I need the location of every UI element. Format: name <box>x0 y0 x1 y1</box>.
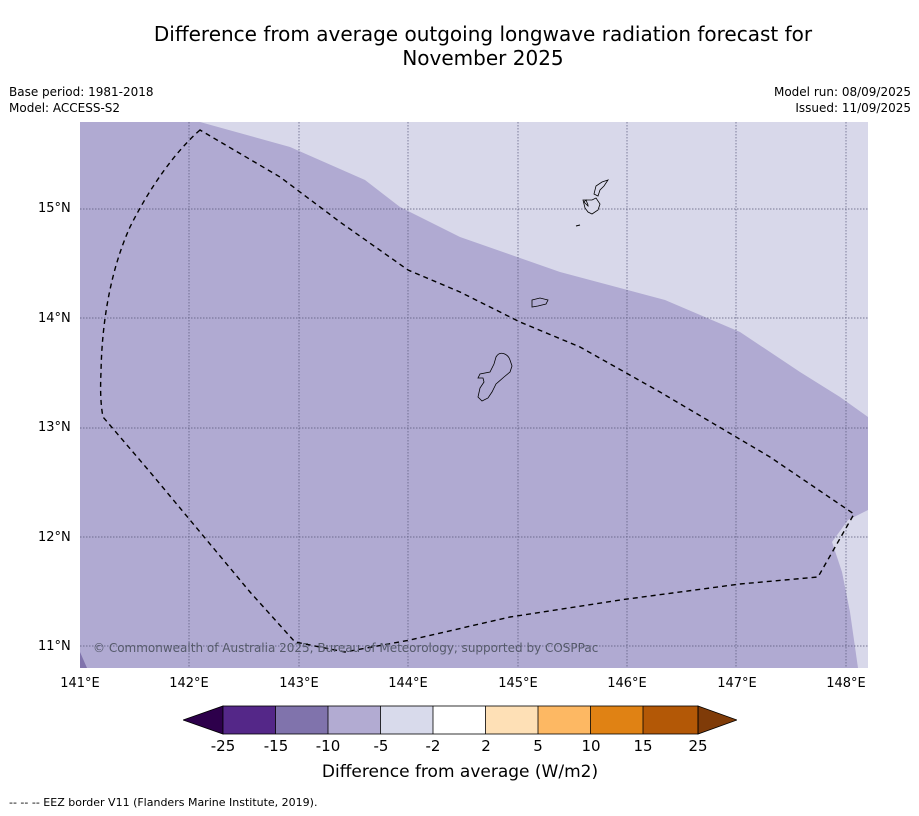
meta-left: Base period: 1981-2018 Model: ACCESS-S2 <box>9 84 154 116</box>
meta-right: Model run: 08/09/2025 Issued: 11/09/2025 <box>774 84 911 116</box>
colorbar-label: -15 <box>263 737 289 755</box>
lon-tick-148: 148°E <box>826 676 866 691</box>
lat-tick-13: 13°N <box>38 420 71 435</box>
colorbar-label: 15 <box>633 737 653 755</box>
colorbar-label: 25 <box>688 737 708 755</box>
island-aguijan <box>575 224 581 227</box>
base-period: Base period: 1981-2018 <box>9 85 154 99</box>
colorbar-swatch-6 <box>485 706 538 734</box>
lon-tick-145: 145°E <box>498 676 538 691</box>
anomaly-region-minus5-minus2-south <box>832 510 868 668</box>
anomaly-region-minus5-minus2 <box>200 122 868 417</box>
lat-tick-11: 11°N <box>38 639 71 654</box>
colorbar-label: -5 <box>373 737 389 755</box>
lon-tick-147: 147°E <box>717 676 757 691</box>
lon-tick-146: 146°E <box>607 676 647 691</box>
eez-footnote: -- -- -- EEZ border V11 (Flanders Marine… <box>9 796 318 809</box>
colorbar-label: -25 <box>210 737 236 755</box>
model-run: Model run: 08/09/2025 <box>773 85 911 99</box>
colorbar-label: 5 <box>533 737 543 755</box>
colorbar-label: -10 <box>315 737 341 755</box>
island-tinian <box>582 197 601 215</box>
island-saipan <box>593 179 609 197</box>
colorbar-swatch-5 <box>433 706 486 734</box>
colorbar-swatch-3 <box>328 706 381 734</box>
colorbar-label: -2 <box>425 737 441 755</box>
lon-tick-143: 143°E <box>279 676 319 691</box>
lon-tick-144: 144°E <box>388 676 428 691</box>
colorbar-label: 2 <box>481 737 491 755</box>
colorbar-dividers <box>222 705 699 735</box>
island-guam <box>477 352 513 402</box>
copyright-notice: © Commonwealth of Australia 2025, Bureau… <box>93 641 599 655</box>
colorbar-label: 10 <box>581 737 601 755</box>
colorbar-swatch-4 <box>380 706 433 734</box>
eez-border <box>99 129 855 653</box>
map-svg <box>80 122 868 668</box>
page-title: Difference from average outgoing longwav… <box>153 22 813 70</box>
colorbar-swatch-2 <box>275 706 328 734</box>
colorbar-extend-low <box>183 705 224 735</box>
map-panel <box>80 122 868 668</box>
colorbar-extend-high <box>697 705 737 735</box>
colorbar-swatch-9 <box>643 706 698 734</box>
lat-tick-14: 14°N <box>38 311 71 326</box>
colorbar-swatch-7 <box>538 706 591 734</box>
colorbar-swatch-8 <box>590 706 643 734</box>
colorbar-title: Difference from average (W/m2) <box>321 762 599 782</box>
issued-date: Issued: 11/09/2025 <box>795 101 911 115</box>
graticule <box>80 122 868 668</box>
colorbar <box>183 705 737 735</box>
lat-tick-15: 15°N <box>38 201 71 216</box>
island-rota <box>531 297 549 308</box>
lat-tick-12: 12°N <box>38 530 71 545</box>
anomaly-region-minus15-minus10 <box>80 652 87 668</box>
model-name: Model: ACCESS-S2 <box>9 101 121 115</box>
colorbar-swatch-1 <box>223 706 276 734</box>
lon-tick-141: 141°E <box>60 676 100 691</box>
lon-tick-142: 142°E <box>169 676 209 691</box>
